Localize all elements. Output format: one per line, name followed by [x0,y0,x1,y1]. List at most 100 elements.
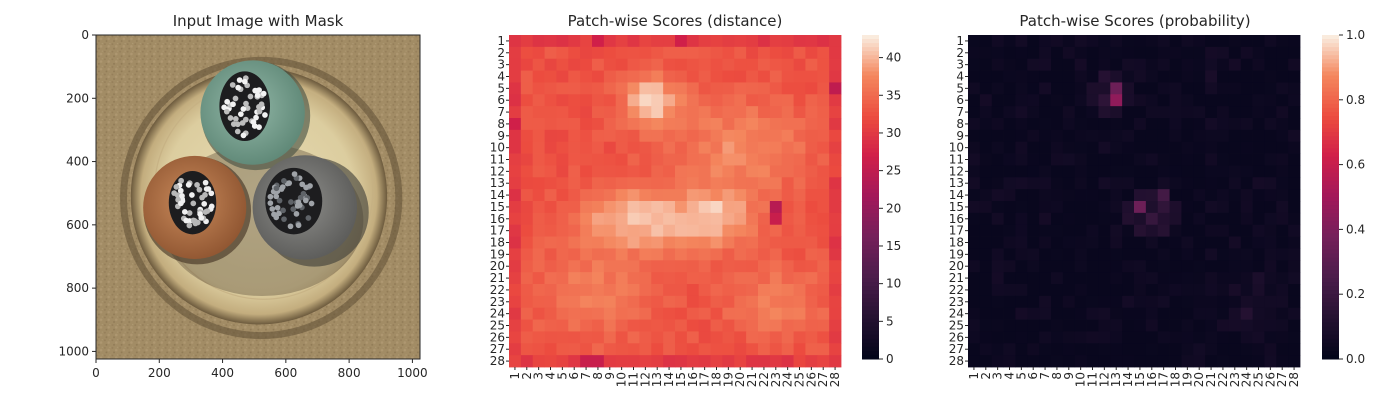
row-tick-label: 25 [490,319,505,333]
colorbar-segment [862,75,879,81]
heatmap-cell [1252,189,1265,202]
wire-strand [178,177,184,184]
heatmap-cell [746,331,759,344]
heatmap-cell [663,355,676,368]
panel1-x-ticks: 0 200 400 600 800 1000 [92,359,428,380]
heatmap-cell [817,343,830,356]
heatmap-cell [1228,319,1242,332]
heatmap-cell [663,58,676,71]
heatmap-cell [686,46,700,60]
heatmap-cell [1027,284,1040,297]
colorbar-segment [1322,152,1339,157]
heatmap-cell [686,248,700,261]
heatmap-cell [746,141,759,154]
heatmap-cell [781,153,794,166]
heatmap-cell [968,260,981,273]
heatmap-cell [793,70,806,83]
heatmap-cell [675,355,688,368]
heatmap-cell [1003,331,1016,344]
heatmap-cell [1193,355,1206,368]
heatmap-cell [1252,165,1265,178]
heatmap-cell [793,272,806,285]
heatmap-cell [544,58,557,71]
heatmap-cell [1074,153,1087,166]
heatmap-cell [769,319,783,332]
heatmap-cell [568,82,581,95]
heatmap-cell [769,212,783,226]
colorbar-segment [862,249,879,255]
heatmap-cell [615,224,628,237]
heatmap-cell [1122,82,1135,95]
heatmap-cell [710,272,723,285]
heatmap-cell [1240,165,1253,178]
heatmap-cell [968,46,981,60]
heatmap-cell [1181,82,1194,95]
heatmap-cell [1027,58,1040,71]
heatmap-cell [1217,94,1230,107]
heatmap-cell [592,331,605,344]
heatmap-cell [663,82,676,95]
heatmap-cell [1003,224,1016,237]
heatmap-cell [1039,165,1052,178]
heatmap-cell [686,236,700,249]
wire-strand [232,95,239,102]
heatmap-cell [580,224,593,237]
heatmap-cell [829,319,842,332]
wire-strand [252,87,258,94]
heatmap-cell [805,319,818,332]
heatmap-cell [615,58,628,71]
heatmap-cell [1027,307,1040,320]
colorbar-segment [1322,83,1339,89]
heatmap-cell [1240,58,1253,71]
heatmap-cell [651,106,664,119]
heatmap-cell [1098,284,1111,297]
heatmap-cell [544,212,557,226]
heatmap-cell [793,248,806,261]
heatmap-cell [817,141,830,154]
heatmap-cell [698,212,711,226]
heatmap-cell [746,177,759,190]
heatmap-cell [1145,236,1159,249]
heatmap-cell [1122,94,1135,107]
heatmap-cell [817,212,830,226]
heatmap-cell [1003,295,1016,309]
heatmap-cell [603,70,617,83]
heatmap-cell [769,153,783,166]
heatmap-cell [544,355,557,368]
heatmap-cell [1217,118,1230,131]
heatmap-cell [1027,189,1040,202]
heatmap-cell [592,260,605,273]
heatmap-cell [769,284,783,297]
heatmap-cell [1252,153,1265,166]
colorbar-segment [862,221,879,226]
heatmap-cell [734,248,747,261]
heatmap-cell [1217,248,1230,261]
wire-strand [281,178,287,184]
heatmap-cell [1110,295,1123,309]
heatmap-cell [1074,212,1087,226]
heatmap-cell [532,355,545,368]
heatmap-cell [1205,212,1218,226]
colorbar-segment [1322,59,1339,64]
wire-strand [293,211,300,217]
heatmap-cell [544,319,557,332]
colorbar-segment [862,326,879,332]
heatmap-cell [746,165,759,178]
colorbar-segment [1322,278,1339,283]
heatmap-cell [1003,201,1016,214]
heatmap-cell [520,236,534,249]
heatmap-cell [722,70,735,83]
heatmap-cell [556,272,569,285]
heatmap-cell [1205,248,1218,261]
colorbar-segment [1322,180,1339,186]
heatmap-cell [1288,177,1301,190]
heatmap-cell [793,212,806,226]
heatmap-cell [722,331,735,344]
heatmap-cell [1039,106,1052,119]
heatmap-cell [991,165,1004,178]
heatmap-cell [532,153,545,166]
heatmap-cell [817,272,830,285]
heatmap-cell [805,284,818,297]
heatmap-cell [1074,106,1087,119]
heatmap-cell [979,35,993,48]
